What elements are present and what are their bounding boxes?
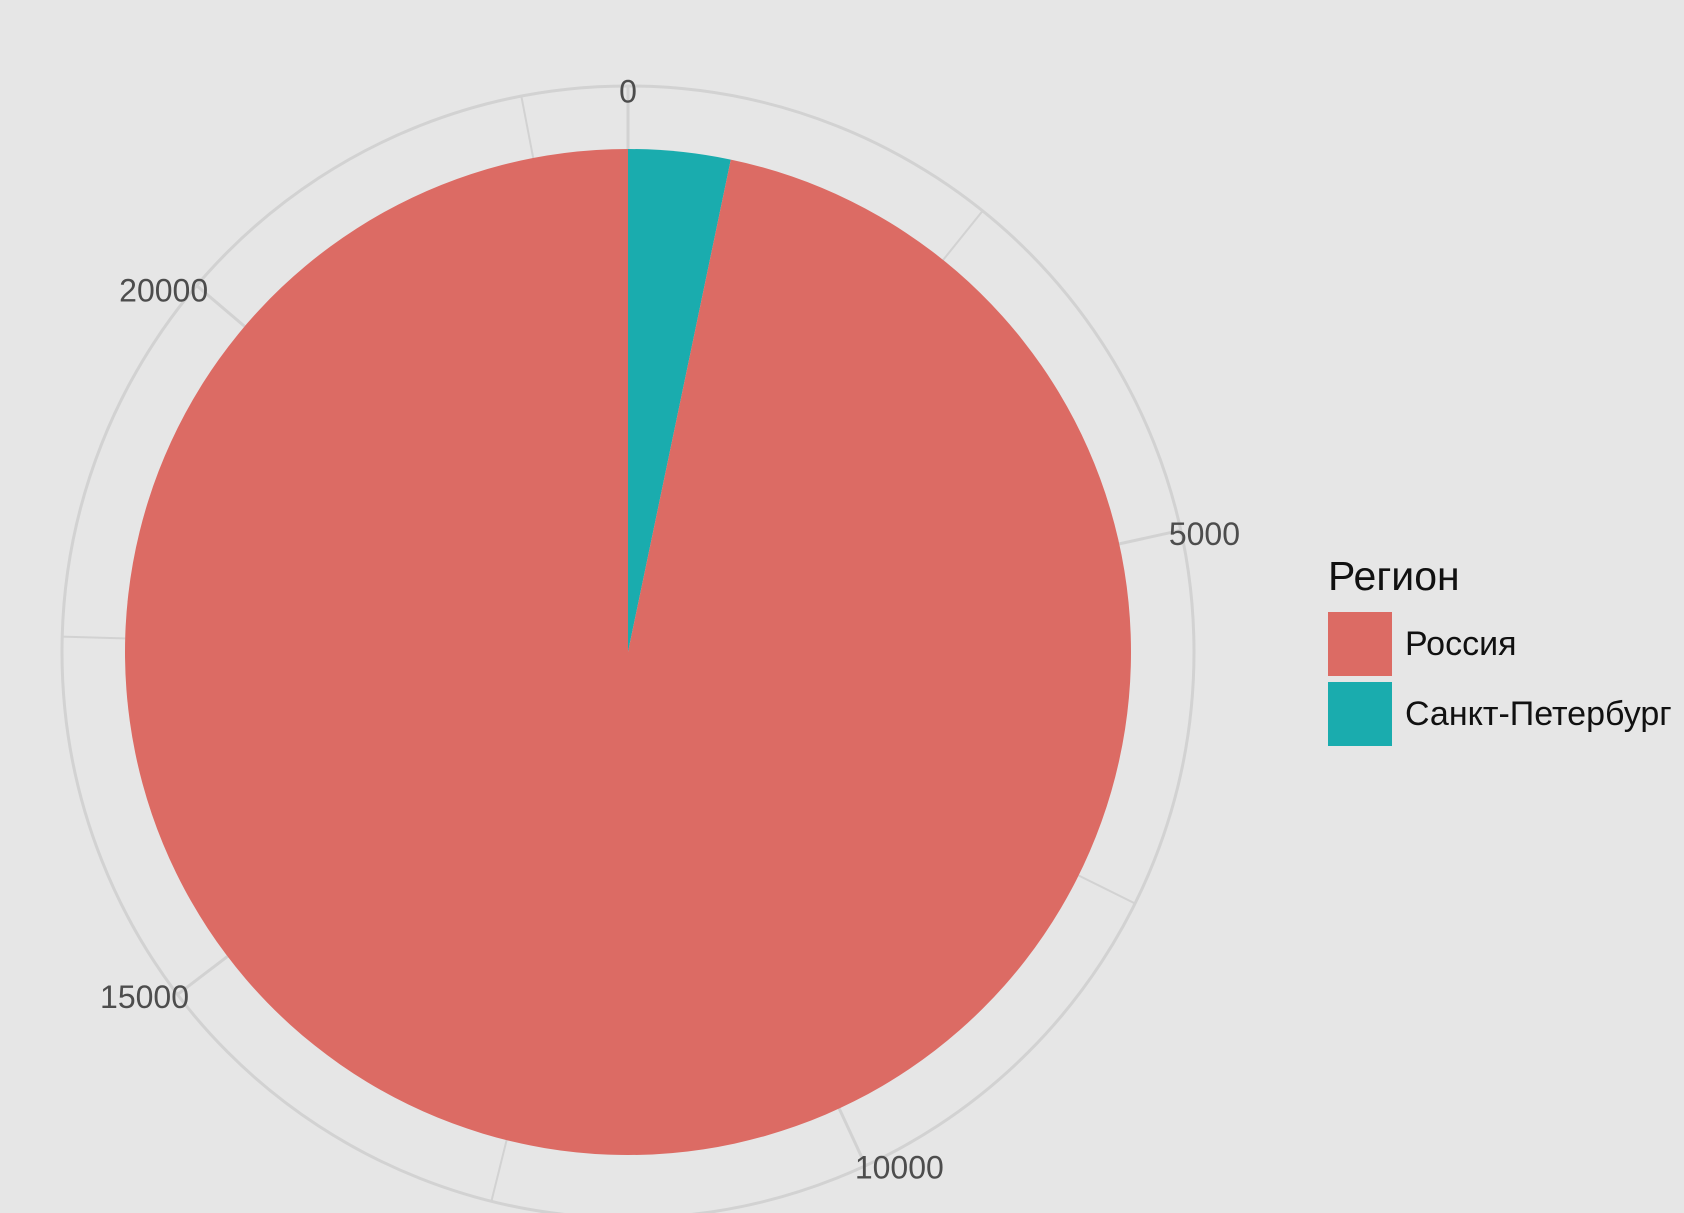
legend-label: Санкт-Петербург (1405, 695, 1672, 733)
theta-tick-label: 20000 (119, 272, 208, 308)
theta-tick-label: 15000 (100, 979, 189, 1015)
legend-title: Регион (1328, 553, 1460, 599)
pie-slice (124, 149, 1132, 1155)
pie-slice (628, 149, 731, 652)
theta-tick-label: 5000 (1169, 516, 1240, 552)
legend-key (1328, 682, 1392, 746)
legend-label: Россия (1405, 625, 1517, 663)
legend-key (1328, 612, 1392, 676)
theta-tick-label: 0 (619, 73, 637, 109)
theta-tick-label: 10000 (855, 1149, 944, 1185)
